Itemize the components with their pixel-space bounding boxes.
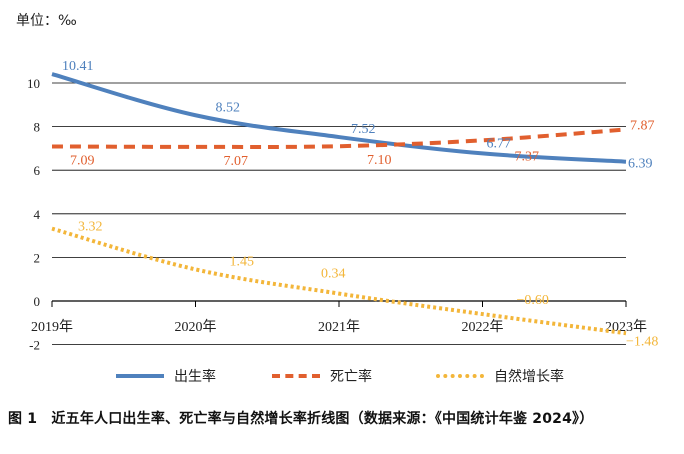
data-label: 7.37 <box>515 149 540 164</box>
legend-label-death-rate: 死亡率 <box>330 369 372 385</box>
legend-item-birth-rate: 出生率 <box>116 366 216 386</box>
y-tick-label: 8 <box>34 120 41 135</box>
data-label: 7.09 <box>70 153 95 168</box>
figure-caption: 图 1 近五年人口出生率、死亡率与自然增长率折线图（数据来源：《中国统计年鉴 2… <box>8 411 594 427</box>
series-line-1 <box>51 127 627 149</box>
legend: 出生率 死亡率 自然增长率 <box>0 366 684 386</box>
legend-swatch-natural-growth-rate <box>436 374 484 378</box>
data-label: 3.32 <box>78 220 103 235</box>
data-label: 7.87 <box>630 118 655 133</box>
x-tick-label: 2021年 <box>318 319 360 335</box>
x-tick-label: 2019年 <box>31 319 73 335</box>
y-tick-label: 2 <box>34 250 41 265</box>
x-tick-label: 2022年 <box>462 319 504 335</box>
data-label: 8.52 <box>216 100 241 115</box>
series-line-0 <box>51 72 627 164</box>
series-lines <box>51 72 627 336</box>
y-tick-label: 10 <box>27 76 40 91</box>
y-tick-label: 0 <box>34 294 41 309</box>
data-labels: 10.41 8.52 7.52 6.77 6.39 7.09 7.07 7.10 7.37 7.8… <box>62 59 658 349</box>
data-label: 7.10 <box>367 153 392 168</box>
unit-label: 单位：‰ <box>16 13 77 29</box>
data-label: 0.34 <box>321 267 346 282</box>
y-tick-label: -2 <box>29 338 40 353</box>
data-label: 1.45 <box>230 254 255 269</box>
y-tick-label: 6 <box>34 163 41 178</box>
legend-item-death-rate: 死亡率 <box>272 366 372 386</box>
series-line-2 <box>51 226 627 336</box>
data-label: −1.48 <box>626 334 658 349</box>
legend-label-natural-growth-rate: 自然增长率 <box>494 369 564 385</box>
legend-swatch-death-rate <box>272 374 320 378</box>
data-label: −0.60 <box>517 293 549 308</box>
grid-lines <box>52 82 626 346</box>
x-tick-label: 2020年 <box>175 319 217 335</box>
x-tick-label: 2023年 <box>605 319 647 335</box>
data-label: 10.41 <box>62 59 94 74</box>
data-label: 7.52 <box>351 122 376 137</box>
data-label: 6.39 <box>628 157 653 172</box>
legend-item-natural-growth-rate: 自然增长率 <box>436 366 564 386</box>
legend-label-birth-rate: 出生率 <box>174 369 216 385</box>
data-label: 7.07 <box>224 154 249 169</box>
legend-swatch-birth-rate <box>116 374 164 378</box>
data-label: 6.77 <box>487 136 512 151</box>
y-tick-label: 4 <box>34 207 41 222</box>
axes: 10 8 6 4 2 0 -2 2019年 2020年 2021年 2022年 2023年 <box>27 76 647 353</box>
